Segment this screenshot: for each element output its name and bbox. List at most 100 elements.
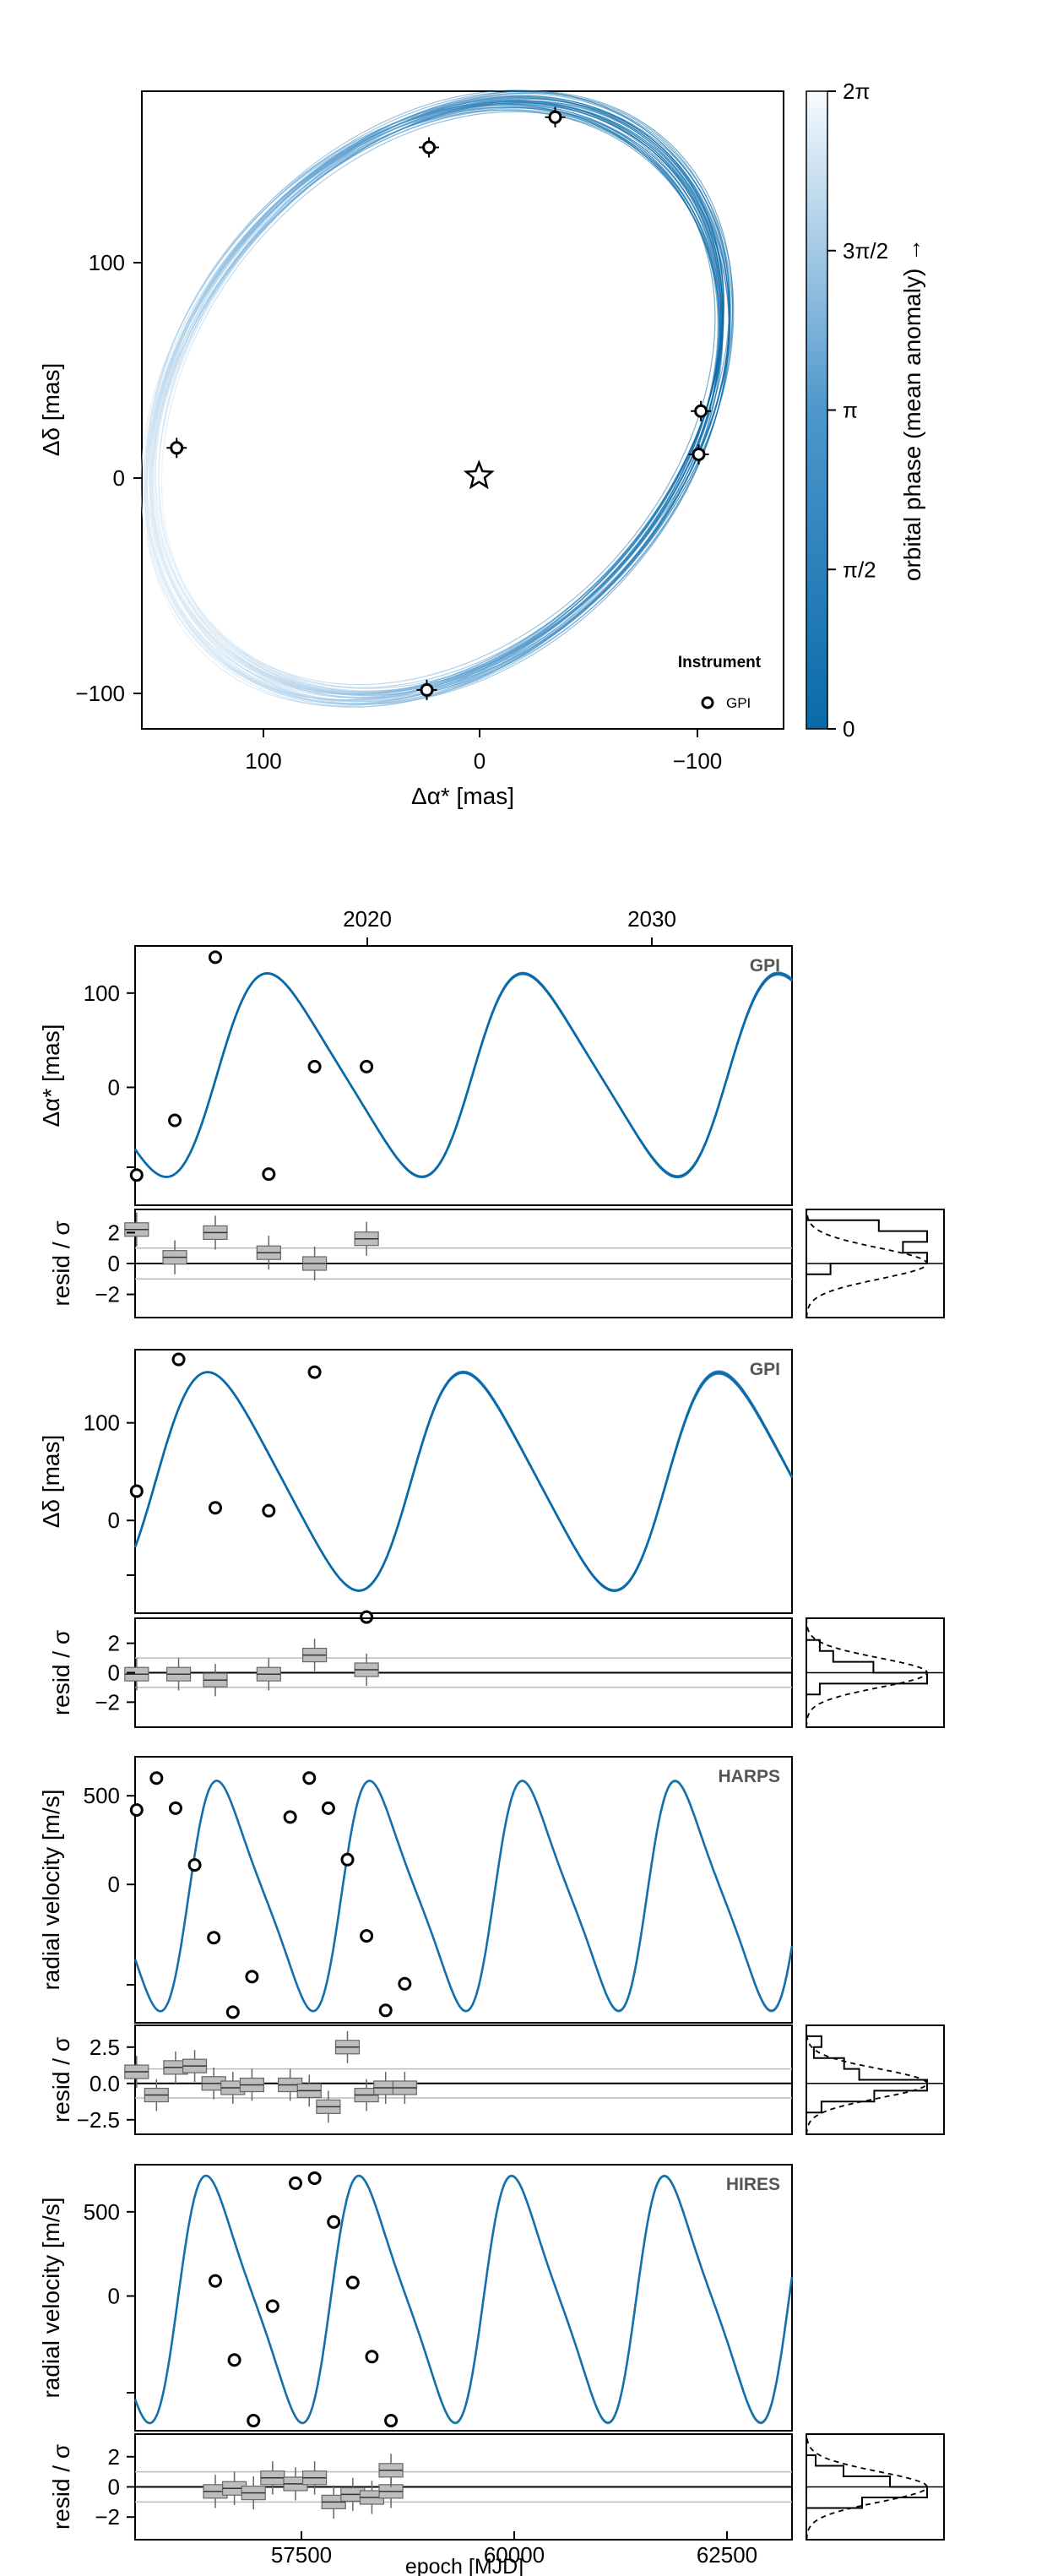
astrometry-point (694, 404, 708, 418)
y-axis-label: radial velocity [m/s] (38, 1789, 64, 1990)
data-point (225, 2005, 240, 2019)
orbit-draw-line (160, 111, 719, 694)
model-curve (133, 2174, 794, 2425)
x-tick-label: −100 (673, 748, 723, 774)
orbit-draw-line (151, 100, 724, 701)
resid-y-tick-label: 2 (108, 1631, 120, 1656)
data-point (149, 1771, 164, 1785)
y-tick-label: 0 (108, 1872, 120, 1897)
data-point (307, 2171, 322, 2185)
series-panel: 100 0 GPI Δδ [mas] 2 0 −2 resid / σ (38, 1349, 945, 1728)
orbit-draw-line (145, 102, 724, 698)
orbit-draw-line (155, 102, 720, 689)
orbit-draw-line (151, 101, 724, 694)
mjd-tick-label: 57500 (271, 2542, 332, 2568)
gaussian-curve (806, 1209, 928, 1318)
instrument-label: HARPS (718, 1767, 780, 1786)
orbit-draw-line (149, 101, 721, 695)
orbit-draw-line (151, 107, 723, 698)
colorbar: 0 π/2 π 3π/2 2π orbital phase (mean anomaly)… (806, 79, 925, 742)
astrometry-point (422, 140, 437, 155)
orbit-draw-line (146, 95, 734, 705)
residual-panel: 2 0 −2 resid / σ (48, 2433, 945, 2541)
y-tick-label: 0 (108, 1508, 120, 1533)
y-axis-label: radial velocity [m/s] (38, 2197, 64, 2398)
year-tick-label: 2020 (343, 906, 392, 932)
data-point (327, 2215, 341, 2229)
plot-frame (134, 2164, 793, 2432)
resid-y-tick-label: −2 (95, 1689, 120, 1715)
x-axis-label-epoch: epoch [MJD] (405, 2555, 524, 2576)
resid-y-tick-label: 2 (108, 2444, 120, 2470)
orbit-draw-line (140, 90, 735, 705)
legend-title: Instrument (678, 654, 762, 671)
data-point (129, 1168, 144, 1182)
time-series-panels: 100 0 GPI Δα* [mas] 2 0 −2 resid / σ 100 0 GPI Δδ [… (38, 945, 945, 2541)
data-point (247, 2414, 261, 2428)
y-tick-label: 100 (89, 250, 125, 275)
instrument-label: GPI (750, 956, 780, 976)
residual-frame (134, 2024, 793, 2135)
legend-marker-icon (701, 696, 714, 709)
data-point (398, 1976, 412, 1991)
residual-panel: 2 0 −2 resid / σ (48, 1617, 945, 1728)
data-point (227, 2353, 241, 2367)
data-point (365, 2350, 379, 2364)
gpi-astrometry-points (166, 106, 712, 700)
resid-axis-label: resid / σ (48, 1630, 74, 1715)
model-curve (133, 1371, 794, 1592)
data-point (265, 2299, 279, 2313)
plot-frame (134, 945, 793, 1206)
orbit-draw-line (145, 101, 724, 704)
plot-frame (134, 1349, 793, 1614)
x-tick-label: 0 (474, 748, 486, 774)
colorbar-tick-label: 2π (843, 79, 870, 104)
orbit-draw-line (149, 95, 730, 696)
model-curve (133, 1780, 794, 2013)
resid-y-tick-label: 0 (108, 1251, 120, 1276)
residual-histogram (806, 1209, 945, 1318)
y-tick-label: 0 (113, 465, 125, 491)
legend: Instrument GPI (678, 654, 762, 711)
gaussian-curve (806, 1618, 929, 1727)
instrument-label: HIRES (726, 2175, 780, 2194)
data-point (345, 2275, 360, 2290)
astrometry-point (548, 110, 562, 124)
colorbar-tick-label: 0 (843, 716, 854, 742)
colorbar-tick-label: 3π/2 (843, 238, 888, 264)
y-tick-label: −100 (75, 681, 125, 706)
model-curve (133, 1371, 794, 1592)
model-curve (133, 972, 793, 1178)
x-axis-label: Δα* [mas] (411, 783, 514, 809)
series-panel: 500 0 HIRES radial velocity [m/s] 2 0 −2 resid … (38, 2164, 945, 2541)
resid-y-tick-label: 0 (108, 1660, 120, 1686)
resid-y-tick-label: 2 (108, 1220, 120, 1245)
resid-y-tick-label: −2.5 (77, 2107, 120, 2133)
residual-histogram (806, 2024, 945, 2135)
y-axis-label: Δδ [mas] (38, 363, 64, 457)
gaussian-curve (806, 2433, 928, 2541)
top-year-axis: 2020 2030 (343, 906, 676, 946)
data-point (187, 1858, 202, 1872)
orbit-draw-line (149, 101, 730, 699)
year-tick-label: 2030 (627, 906, 676, 932)
y-axis-ticks: 100 0 −100 (75, 250, 142, 706)
orbit-draw-line (152, 104, 723, 693)
resid-axis-label: resid / σ (48, 1220, 74, 1306)
data-point (129, 1803, 144, 1817)
data-point (168, 1801, 182, 1815)
orbit-draw-line (146, 90, 734, 702)
astrometry-plot-frame (141, 90, 784, 730)
model-curve (133, 1371, 794, 1592)
data-point (321, 1801, 335, 1815)
y-tick-label: 100 (84, 1410, 120, 1436)
y-tick-label: 0 (108, 1074, 120, 1100)
host-star-icon (463, 459, 495, 490)
astrometry-point (692, 447, 706, 461)
x-axis-ticks: 100 0 −100 (245, 729, 722, 774)
data-point (283, 1810, 297, 1824)
data-point (262, 1503, 276, 1518)
histogram-steps (806, 2025, 928, 2134)
mjd-tick-label: 62500 (697, 2542, 757, 2568)
orbit-draw-line (158, 109, 722, 692)
